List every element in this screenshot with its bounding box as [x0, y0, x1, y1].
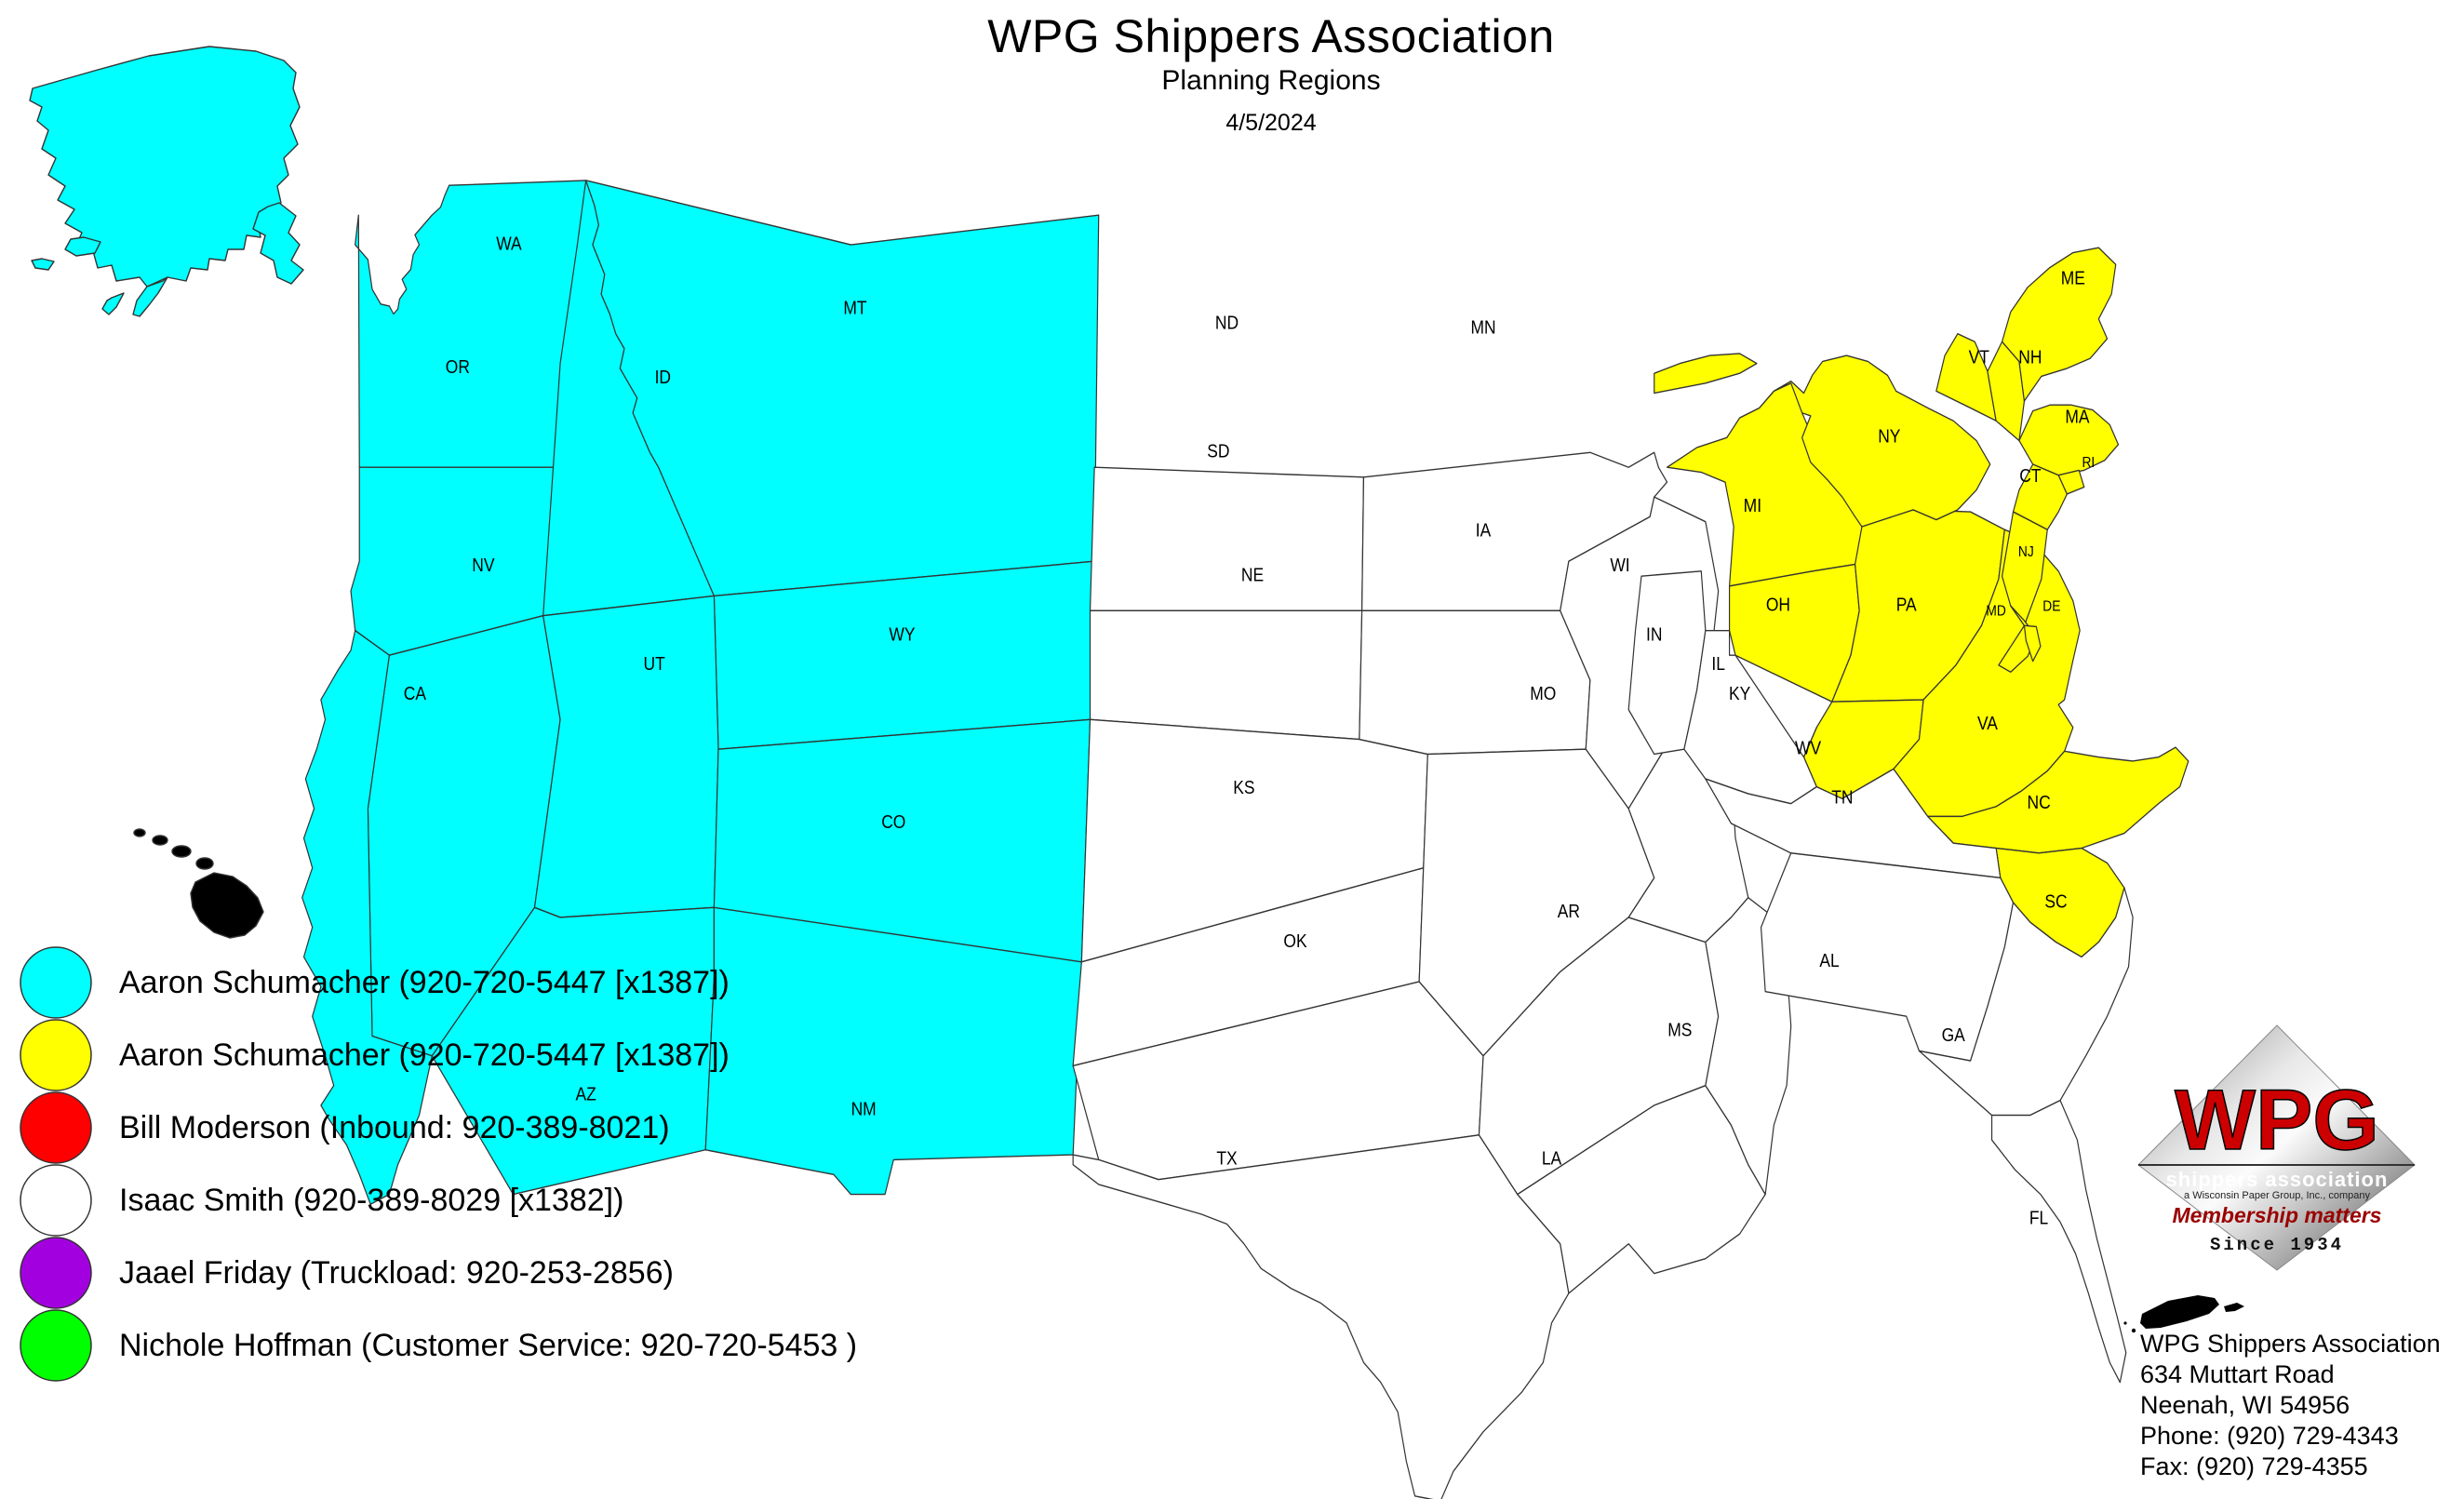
svg-text:Bill Moderson (Inbound: 920-38: Bill Moderson (Inbound: 920-389-8021): [119, 1110, 670, 1145]
svg-text:Aaron Schumacher (920-720-5447: Aaron Schumacher (920-720-5447 [x1387]): [119, 965, 730, 1000]
svg-text:a Wisconsin Paper Group, Inc.,: a Wisconsin Paper Group, Inc., company: [2184, 1190, 2370, 1201]
svg-text:WPG Shippers Association: WPG Shippers Association: [2140, 1330, 2441, 1358]
svg-text:shippers association: shippers association: [2166, 1168, 2389, 1191]
svg-text:634 Muttart Road: 634 Muttart Road: [2140, 1360, 2335, 1388]
svg-text:Aaron Schumacher (920-720-5447: Aaron Schumacher (920-720-5447 [x1387]): [119, 1037, 730, 1073]
svg-text:Phone: (920) 729-4343: Phone: (920) 729-4343: [2140, 1422, 2399, 1450]
svg-text:Membership matters: Membership matters: [2173, 1203, 2382, 1227]
svg-text:Fax: (920) 729-4355: Fax: (920) 729-4355: [2140, 1452, 2368, 1480]
svg-text:Since 1934: Since 1934: [2210, 1235, 2344, 1255]
svg-text:Jaael Friday (Truckload: 920-2: Jaael Friday (Truckload: 920-253-2856): [119, 1255, 674, 1291]
svg-text:WPG: WPG: [2175, 1073, 2379, 1168]
svg-text:Neenah, WI 54956: Neenah, WI 54956: [2140, 1391, 2350, 1419]
svg-text:Isaac Smith (920-389-8029 [x13: Isaac Smith (920-389-8029 [x1382]): [119, 1183, 623, 1218]
svg-text:Nichole Hoffman (Customer Serv: Nichole Hoffman (Customer Service: 920-7…: [119, 1328, 857, 1363]
